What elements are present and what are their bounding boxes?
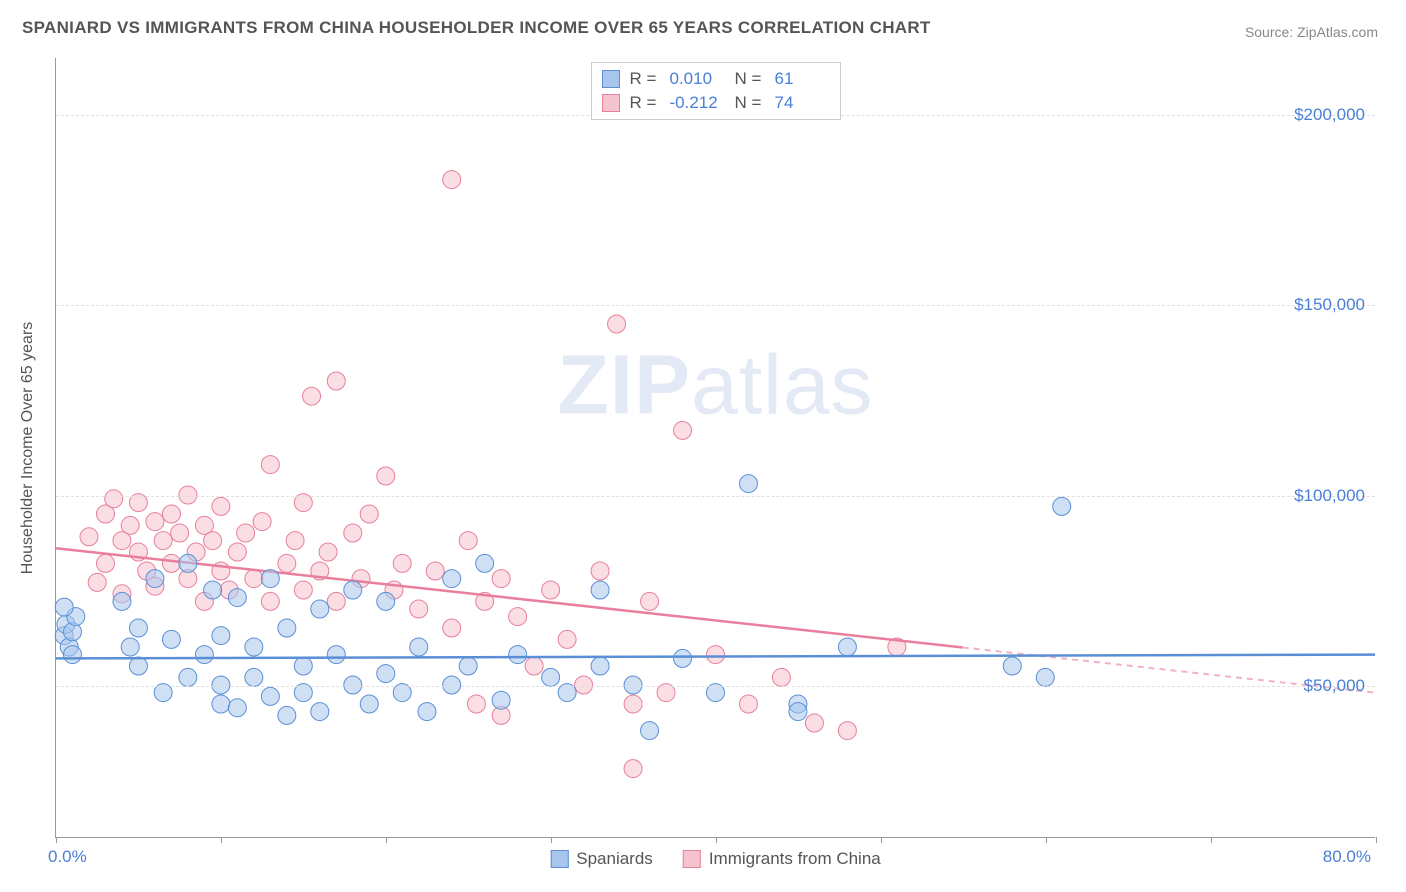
legend-row-china: R = -0.212 N = 74 — [602, 91, 830, 115]
y-tick-label: $150,000 — [1294, 295, 1365, 315]
plot-area: Householder Income Over 65 years ZIPatla… — [55, 58, 1375, 838]
y-tick-label: $200,000 — [1294, 105, 1365, 125]
correlation-legend: R = 0.010 N = 61 R = -0.212 N = 74 — [591, 62, 841, 120]
y-tick-label: $100,000 — [1294, 486, 1365, 506]
legend-row-spaniards: R = 0.010 N = 61 — [602, 67, 830, 91]
swatch-china — [602, 94, 620, 112]
source-attribution: Source: ZipAtlas.com — [1245, 24, 1378, 40]
series-legend: Spaniards Immigrants from China — [550, 849, 881, 869]
chart-title: SPANIARD VS IMMIGRANTS FROM CHINA HOUSEH… — [22, 18, 931, 38]
x-axis-max-label: 80.0% — [1323, 847, 1371, 867]
legend-item-china: Immigrants from China — [683, 849, 881, 869]
legend-item-spaniards: Spaniards — [550, 849, 653, 869]
y-axis-title: Householder Income Over 65 years — [19, 321, 37, 574]
swatch-spaniards-bottom — [550, 850, 568, 868]
x-axis-min-label: 0.0% — [48, 847, 87, 867]
scatter-svg — [56, 58, 1375, 837]
swatch-china-bottom — [683, 850, 701, 868]
swatch-spaniards — [602, 70, 620, 88]
y-tick-label: $50,000 — [1304, 676, 1365, 696]
